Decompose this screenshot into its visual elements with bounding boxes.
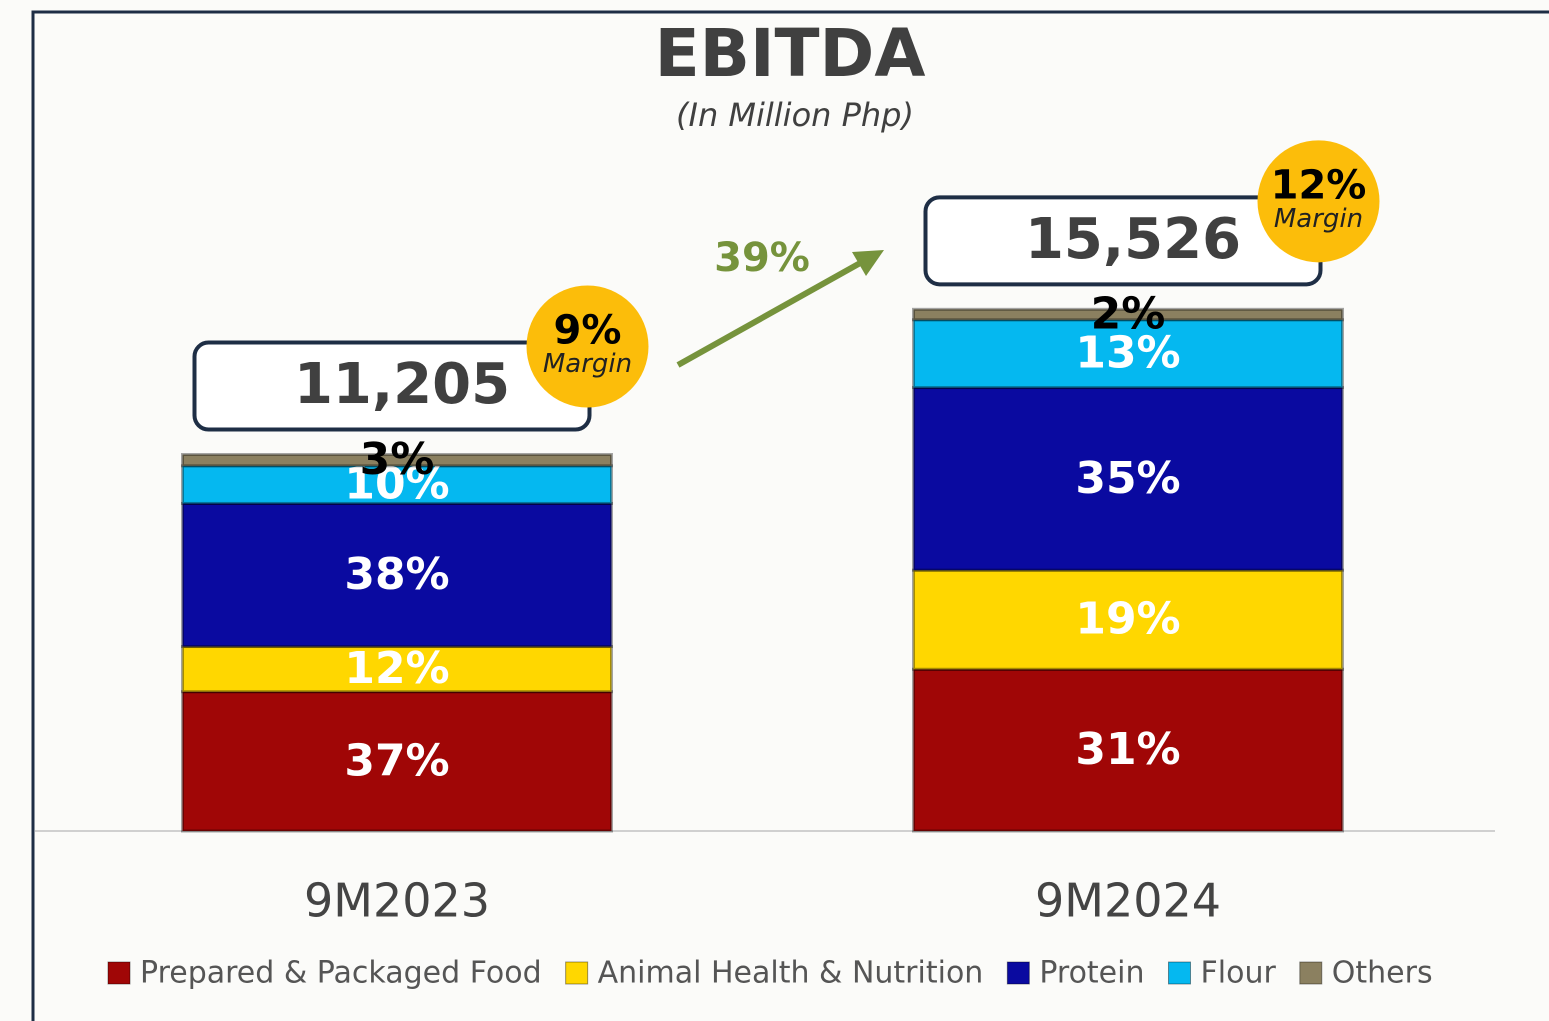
segment-label: 31% <box>1075 724 1180 775</box>
bar-segment <box>181 464 613 505</box>
legend-swatch <box>565 961 589 985</box>
frame <box>31 10 1549 1021</box>
legend-label: Animal Health & Nutrition <box>598 956 984 991</box>
bar-segment <box>181 690 613 833</box>
bar-segment <box>912 667 1344 833</box>
segment-label: 10% <box>344 459 449 510</box>
growth-arrow-head <box>852 250 884 276</box>
legend-swatch <box>1168 961 1191 985</box>
margin-badge <box>1257 140 1380 263</box>
margin-badge <box>526 285 649 408</box>
total-label: 15,526 <box>1025 207 1241 272</box>
margin-label: 9% <box>554 308 622 354</box>
legend-swatch <box>1006 961 1030 985</box>
legend-swatch <box>107 961 131 985</box>
bar-segment <box>912 307 1344 322</box>
growth-arrow <box>676 259 864 368</box>
legend-label: Prepared & Packaged Food <box>140 956 542 991</box>
segment-label: 3% <box>360 434 435 485</box>
bar-segment <box>181 453 613 468</box>
segment-label: 37% <box>344 735 449 786</box>
segment-label: 2% <box>1091 289 1166 340</box>
legend-label: Flour <box>1201 956 1277 991</box>
margin-text: Margin <box>543 349 632 379</box>
total-label: 11,205 <box>294 352 510 417</box>
margin-text: Margin <box>1274 204 1363 234</box>
x-tick-label: 9M2023 <box>304 874 490 928</box>
segment-label: 35% <box>1075 453 1180 504</box>
chart-subtitle: (In Million Php) <box>676 96 914 134</box>
margin-label: 12% <box>1271 162 1367 208</box>
bar-segment <box>912 386 1344 572</box>
legend-label: Others <box>1332 956 1433 991</box>
growth-label: 39% <box>714 235 810 281</box>
legend-label: Protein <box>1039 956 1144 991</box>
segment-label: 19% <box>1075 594 1180 645</box>
segment-label: 38% <box>344 549 449 600</box>
x-tick-label: 9M2024 <box>1035 874 1221 928</box>
bar-segment <box>912 568 1344 671</box>
bar-segment <box>181 645 613 694</box>
segment-label: 12% <box>344 643 449 694</box>
bar-segment <box>181 501 613 649</box>
legend-swatch <box>1299 961 1323 985</box>
chart-title: EBITDA <box>655 15 926 92</box>
segment-label: 13% <box>1075 328 1180 379</box>
